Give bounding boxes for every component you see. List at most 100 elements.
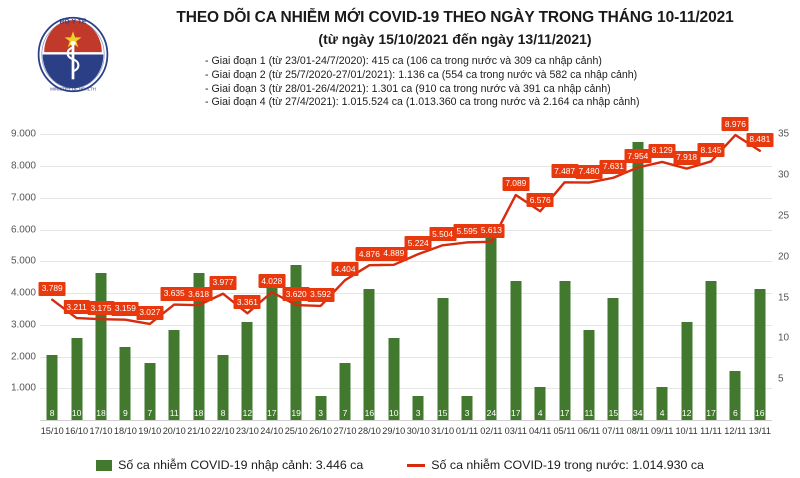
x-tick-label: 17/10 — [89, 426, 113, 436]
x-tick-label: 30/10 — [406, 426, 430, 436]
x-tick-label: 11/11 — [700, 426, 722, 436]
bar — [461, 395, 473, 420]
line-value-label: 4.028 — [258, 274, 286, 289]
bar-value-label: 17 — [559, 408, 570, 418]
y-tick-right: 25 — [778, 210, 790, 222]
line-value-label: 3.592 — [307, 287, 335, 302]
x-tick-label: 01/11 — [455, 426, 479, 436]
bar — [217, 354, 229, 420]
x-tick-label: 13/11 — [748, 426, 771, 436]
y-tick-left: 2.000 — [10, 351, 36, 362]
x-tick-label: 09/11 — [651, 426, 674, 436]
bar — [46, 354, 58, 420]
y-tick-right: 20 — [778, 251, 790, 263]
bar — [119, 346, 131, 420]
y-axis-right: 5 10 15 20 25 30 35 — [772, 120, 800, 420]
line-series — [50, 133, 761, 326]
x-tick-label: 28/10 — [357, 426, 381, 436]
y-tick-left: 5.000 — [10, 255, 36, 267]
x-tick-label: 31/10 — [431, 426, 455, 436]
chart-header: BỘ Y TẾ MINISTRY OF HEALTH THEO DÕI CA N… — [0, 0, 800, 120]
y-tick-left: 3.000 — [10, 319, 36, 331]
bar-value-label: 6 — [733, 408, 738, 418]
x-axis-labels: 15/10 16/10 17/10 18/10 19/10 20/10 21/10 22/10… — [40, 422, 772, 444]
y-tick-left: 1.000 — [10, 382, 36, 394]
bar — [729, 371, 741, 420]
bar-value-label: 12 — [681, 408, 692, 418]
y-axis-left: 1.000 2.000 3.000 4.000 5.000 6.000 7.000 8.000… — [0, 120, 40, 420]
line-value-label: 8.129 — [648, 143, 676, 158]
y-tick-right: 10 — [778, 332, 790, 344]
red-line-icon — [407, 463, 426, 467]
bar-value-label: 8 — [220, 408, 226, 418]
x-tick-label: 24/10 — [260, 426, 284, 436]
bar-value-label: 18 — [96, 408, 106, 418]
y-tick-left: 6.000 — [10, 224, 36, 236]
x-tick-label: 19/10 — [138, 426, 162, 436]
grid-line — [40, 388, 772, 390]
bar — [705, 281, 717, 420]
line-value-label: 5.224 — [404, 236, 432, 251]
line-value-label: 3.620 — [282, 287, 310, 302]
line-value-label: 3.211 — [63, 300, 90, 315]
y-tick-right: 35 — [778, 128, 790, 140]
grid-line — [40, 356, 772, 358]
legend-item-domestic: Số ca nhiễm COVID-19 trong nước: 1.014.9… — [407, 458, 704, 472]
bar-value-label: 12 — [242, 408, 253, 418]
line-value-label: 8.976 — [721, 117, 749, 132]
page-subtitle: (từ ngày 15/10/2021 đến ngày 13/11/2021) — [318, 31, 592, 47]
y-tick-left: 9.000 — [10, 128, 36, 140]
bar-value-label: 4 — [659, 408, 665, 418]
bar — [559, 281, 571, 420]
grid-lines — [40, 120, 772, 420]
bar-value-label: 3 — [415, 408, 421, 418]
bar — [534, 387, 546, 420]
bar — [656, 387, 668, 420]
line-value-label: 5.504 — [429, 227, 457, 242]
bar — [607, 297, 619, 420]
bar-value-label: 24 — [486, 408, 497, 418]
bar — [290, 264, 302, 420]
line-value-label: 5.595 — [453, 224, 481, 239]
bar — [266, 281, 278, 420]
grid-line — [40, 166, 772, 168]
line-value-label: 3.175 — [87, 301, 115, 316]
bar — [144, 362, 156, 420]
bar — [632, 142, 644, 420]
x-tick-label: 08/11 — [626, 426, 649, 436]
phase-line-4: - Giai đoạn 4 (từ 27/4/2021): 1.015.524 … — [205, 96, 640, 109]
bar-value-label: 15 — [608, 408, 619, 418]
phase-line-1: - Giai đoạn 1 (từ 23/01-24/7/2020): 415 … — [205, 55, 602, 67]
legend-item-imported: Số ca nhiễm COVID-19 nhập cảnh: 3.446 ca — [96, 458, 363, 472]
line-value-label: 4.404 — [331, 262, 359, 277]
x-tick-label: 07/11 — [602, 426, 625, 436]
title-block: THEO DÕI CA NHIỄM MỚI COVID-19 THEO NGÀY… — [120, 8, 790, 49]
x-tick-label: 21/10 — [187, 426, 211, 436]
bar-value-label: 16 — [364, 408, 375, 418]
green-square-icon — [96, 459, 113, 471]
bar-value-label: 15 — [437, 408, 448, 418]
bar-series: 8 10 18 9 7 11 18 8 12 17 19 3 7 16 10 3 15 3 24 17 4 17 11 15 3… — [40, 120, 772, 420]
bar-value-label: 11 — [169, 408, 179, 418]
bar — [363, 289, 375, 420]
bar — [583, 330, 595, 420]
bar — [388, 338, 400, 420]
bar-value-label: 10 — [71, 408, 82, 418]
bar-value-label: 17 — [267, 408, 277, 418]
line-value-label: 4.889 — [380, 246, 408, 261]
bar — [510, 281, 522, 420]
x-tick-label: 02/11 — [480, 426, 503, 436]
bar-value-label: 17 — [706, 408, 716, 418]
chart-legend: Số ca nhiễm COVID-19 nhập cảnh: 3.446 ca… — [0, 452, 800, 478]
bar-value-label: 10 — [389, 408, 399, 418]
bar-value-label: 16 — [755, 408, 765, 418]
bar-value-label: 3 — [464, 408, 470, 418]
bar — [71, 338, 83, 420]
series-container: 8 10 18 9 7 11 18 8 12 17 19 3 7 16 10 3 15 3 24 17 4 17 11 15 3… — [38, 117, 774, 420]
line-value-label: 4.876 — [355, 247, 383, 262]
svg-text:MINISTRY OF HEALTH: MINISTRY OF HEALTH — [50, 87, 96, 92]
grid-line — [40, 293, 772, 295]
grid-line — [40, 324, 772, 326]
x-tick-label: 10/11 — [675, 426, 698, 436]
